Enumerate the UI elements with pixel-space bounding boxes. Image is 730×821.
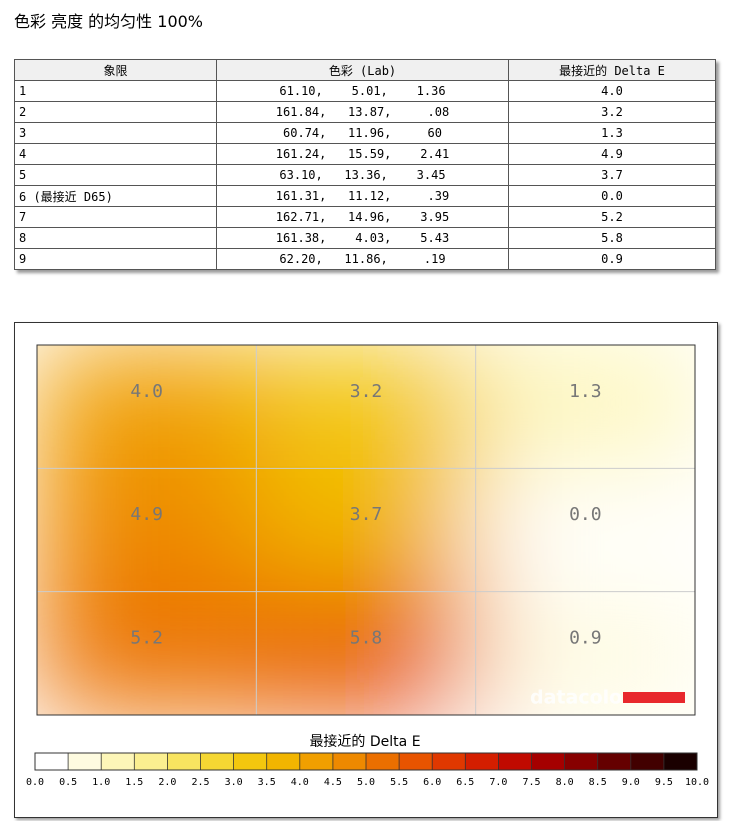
tick-label: 7.5 — [522, 777, 540, 788]
colorbar-swatch — [663, 753, 698, 770]
watermark: datacolor — [530, 687, 632, 709]
tick-label: 6.5 — [456, 777, 474, 788]
colorbar-swatch — [399, 753, 433, 770]
colorbar-swatch — [233, 753, 268, 770]
table-cell: 63.10, 13.36, 3.45 — [216, 164, 509, 186]
colorbar-swatch — [101, 753, 135, 770]
cell-label: 4.9 — [130, 504, 163, 525]
tick-label: 8.0 — [556, 777, 574, 788]
colorbar-swatch — [68, 753, 102, 770]
table-cell: 0.0 — [508, 185, 716, 207]
colorbar-swatch — [432, 753, 466, 770]
table-cell: 4.9 — [508, 143, 716, 165]
tick-label: 0.0 — [26, 777, 44, 788]
colorbar-title: 最接近的 Delta E — [309, 733, 420, 750]
page-title: 色彩 亮度 的均匀性 100% — [14, 12, 204, 31]
cell-label: 5.2 — [130, 628, 163, 649]
column-header: 最接近的 Delta E — [508, 59, 716, 81]
colorbar-swatch — [35, 753, 69, 770]
tick-label: 9.5 — [655, 777, 673, 788]
table-cell: 62.20, 11.86, .19 — [216, 248, 509, 270]
chart-frame — [14, 322, 718, 818]
colorbar-swatch — [597, 753, 632, 770]
cell-label: 3.2 — [350, 381, 383, 402]
table-cell: 162.71, 14.96, 3.95 — [216, 206, 509, 228]
heat-cell — [37, 467, 258, 593]
tick-label: 6.0 — [423, 777, 441, 788]
tick-label: 2.0 — [158, 777, 176, 788]
tick-label: 5.5 — [390, 777, 408, 788]
tick-label: 7.0 — [489, 777, 507, 788]
cell-label: 4.0 — [130, 381, 163, 402]
colorbar-swatch — [564, 753, 599, 770]
cell-label: 0.9 — [569, 628, 602, 649]
tick-label: 4.0 — [291, 777, 309, 788]
colorbar-swatch — [630, 753, 665, 770]
cell-label: 3.7 — [350, 504, 383, 525]
table-cell: 161.24, 15.59, 2.41 — [216, 143, 509, 165]
colorbar-swatch — [332, 753, 367, 770]
tick-label: 3.5 — [258, 777, 276, 788]
tick-label: 3.0 — [225, 777, 243, 788]
tick-label: 10.0 — [685, 777, 709, 788]
heat-cell — [255, 590, 477, 715]
heat-cell — [37, 345, 258, 470]
colorbar-swatch — [366, 753, 400, 770]
tick-label: 5.0 — [357, 777, 375, 788]
watermark-bar — [623, 692, 685, 703]
tick-label: 1.0 — [92, 777, 110, 788]
heatmap: 4.0 3.2 1.3 4.9 3.7 0.0 5.2 5.8 0.9 datacolor — [37, 345, 695, 715]
tick-label: 4.5 — [324, 777, 342, 788]
cell-label: 0.0 — [569, 504, 602, 525]
table-cell: 0.9 — [508, 248, 716, 270]
column-header: 色彩 (Lab) — [216, 59, 509, 81]
heat-cell — [37, 590, 258, 715]
heat-cell — [474, 467, 695, 593]
colorbar-swatch — [498, 753, 532, 770]
colorbar-swatch — [167, 753, 201, 770]
heat-cell — [255, 467, 477, 593]
plot-border — [36, 344, 696, 716]
column-header: 象限 — [14, 59, 217, 81]
colorbar-swatch — [266, 753, 301, 770]
colorbar-swatch — [465, 753, 499, 770]
cell-label: 1.3 — [569, 381, 602, 402]
colorbar-swatch — [134, 753, 168, 770]
tick-label: 9.0 — [622, 777, 640, 788]
colorbar-swatch — [200, 753, 235, 770]
cell-label: 5.8 — [350, 628, 383, 649]
heat-cell — [474, 345, 695, 470]
tick-label: 0.5 — [59, 777, 77, 788]
data-table: 象限 色彩 (Lab) 最接近的 Delta E 1 61.10, 5.01, 1.36… — [14, 59, 716, 270]
table-cell: 6 (最接近 D65) — [14, 185, 217, 207]
tick-label: 8.5 — [589, 777, 607, 788]
tick-label: 1.5 — [125, 777, 143, 788]
heat-cell — [255, 345, 477, 470]
colorbar-swatch — [531, 753, 566, 770]
tick-label: 2.5 — [191, 777, 209, 788]
colorbar-swatch — [299, 753, 334, 770]
